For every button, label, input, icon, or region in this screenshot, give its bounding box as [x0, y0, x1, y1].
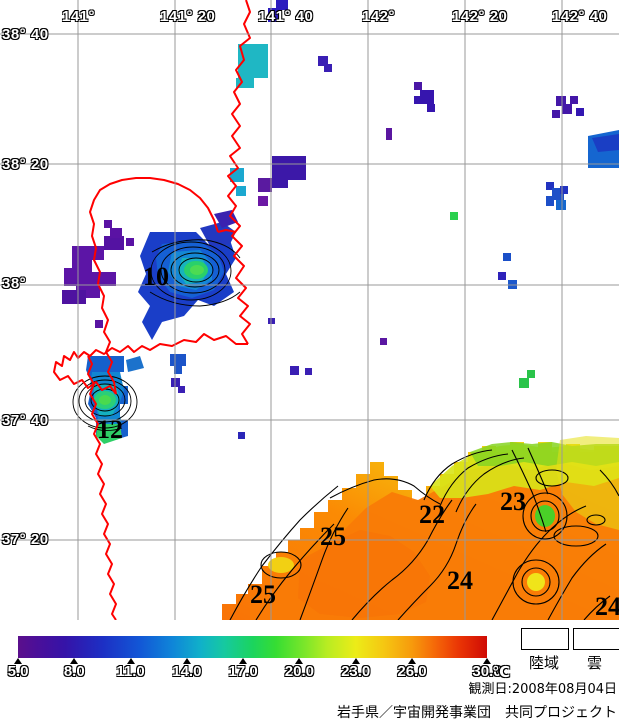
colorbar-tick-23.0 — [351, 658, 360, 664]
legend-cloud-label: 雲 — [587, 654, 603, 672]
colorbar-tick-11.0 — [126, 658, 135, 664]
colorbar-tick-label-26.0: 26.0 — [397, 663, 427, 680]
scatter-pixels — [104, 0, 619, 388]
cold-patch-bay-north — [238, 44, 268, 78]
colorbar-tick-label-5.0: 5.0 — [7, 663, 29, 680]
contour-label-24-5: 24 — [595, 592, 619, 620]
colorbar-tick-30.0 — [483, 658, 491, 664]
south-orange-core — [298, 530, 430, 618]
latitude-label-4: 37° 20 — [2, 531, 49, 548]
contour-label-25-7: 25 — [250, 580, 276, 609]
east-yellow-tongue — [556, 436, 619, 530]
longitude-label-5: 142° 40 — [552, 8, 608, 25]
colorbar-tick-label-23.0: 23.0 — [341, 663, 371, 680]
contour-label-23-3: 23 — [500, 487, 526, 516]
colorbar-tick-label-11.0: 11.0 — [116, 663, 145, 680]
colorbar-tick-20.0 — [295, 658, 304, 664]
eddy-core-yellow — [527, 573, 545, 591]
colorbar-tick-label-8.0: 8.0 — [63, 663, 85, 680]
legend-land-swatch — [521, 628, 569, 650]
contour-label-25-6: 25 — [320, 522, 346, 551]
eddy-core-green — [535, 505, 555, 527]
sst-contours-cold — [72, 239, 241, 431]
longitude-label-4: 142° 20 — [452, 8, 508, 25]
longitude-label-2: 141° 40 — [258, 8, 314, 25]
observation-date: 観測日:2008年08月04日 — [468, 682, 617, 697]
colorbar-tick-14.0 — [182, 658, 191, 664]
temperature-colorbar — [18, 636, 487, 658]
colorbar-tick-label-30.0: 30.0 — [472, 663, 502, 680]
contour-label-22-2: 22 — [419, 500, 445, 529]
latitude-label-2: 38° — [2, 275, 27, 292]
temperature-unit-label: ℃ — [492, 664, 511, 681]
colorbar-tick-17.0 — [239, 658, 248, 664]
latitude-label-0: 38° 40 — [2, 26, 49, 43]
contour-label-24-4: 24 — [447, 566, 473, 595]
graticule — [0, 0, 619, 620]
latitude-label-3: 37° 40 — [2, 412, 49, 429]
colorbar-tick-8.0 — [70, 658, 79, 664]
legend-land-label: 陸域 — [529, 654, 560, 672]
coastline — [53, 0, 251, 620]
contour-label-10-0: 10 — [143, 262, 169, 291]
colorbar-tick-26.0 — [407, 658, 416, 664]
sst-map-canvas — [0, 0, 619, 620]
colorbar-tick-5.0 — [14, 658, 22, 664]
sst-map-panel: 141° 141° 20 141° 40 142° 142° 20 142° 40 38°… — [0, 0, 619, 620]
longitude-label-3: 142° — [362, 8, 396, 25]
colorbar-tick-label-17.0: 17.0 — [228, 663, 258, 680]
contour-label-12-1: 12 — [97, 415, 123, 444]
latitude-label-1: 38° 20 — [2, 156, 49, 173]
sst-warm-field — [222, 436, 619, 620]
project-credit: 岩手県／宇宙開発事業団 共同プロジェクト — [337, 705, 617, 721]
colorbar-tick-label-20.0: 20.0 — [284, 663, 314, 680]
longitude-label-0: 141° — [62, 8, 96, 25]
color-scale-panel: 5.0 8.0 11.0 14.0 17.0 20.0 23.0 26.0 30.0 ℃ 陸域 … — [0, 620, 619, 725]
eddy-core-yellow-2 — [268, 557, 294, 573]
longitude-label-1: 141° 20 — [160, 8, 216, 25]
legend-cloud-swatch — [573, 628, 619, 650]
colorbar-tick-label-14.0: 14.0 — [172, 663, 202, 680]
